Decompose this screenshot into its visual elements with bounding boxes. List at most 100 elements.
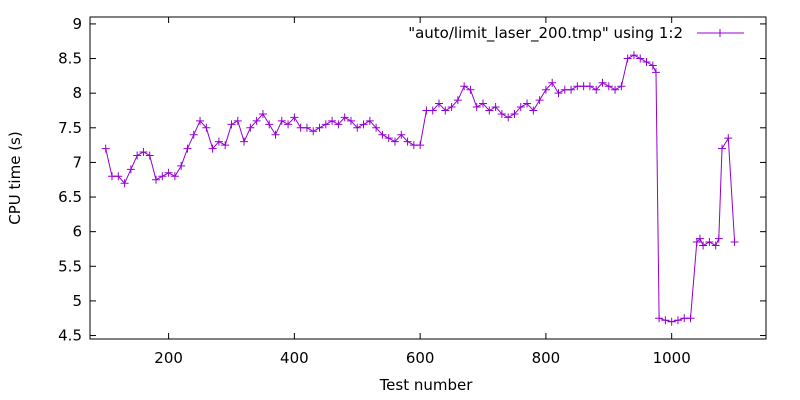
data-point-marker [479,99,488,108]
data-point-marker [183,144,192,153]
data-point-marker [170,172,179,181]
data-point-marker [139,148,148,157]
data-point-marker [695,234,704,243]
data-point-marker [133,151,142,160]
data-point-marker [359,120,368,129]
data-point-marker [673,316,682,325]
y-tick-label: 8.5 [58,50,82,68]
data-point-marker [453,96,462,105]
data-point-marker [466,85,475,94]
plot-frame [89,16,767,340]
data-point-marker [554,89,563,98]
data-point-marker [611,85,620,94]
data-point-marker [598,78,607,87]
data-point-marker [346,116,355,125]
y-axis: 4.5 5 5.5 6 6.5 7 7.5 8 8.5 9 [58,15,766,345]
data-point-marker [541,85,550,94]
series-line [105,54,736,323]
data-point-marker [516,103,525,112]
data-point-marker [636,54,645,63]
data-point-marker [714,234,723,243]
data-point-marker [365,116,374,125]
data-point-marker [629,51,638,60]
x-axis: 200 400 600 800 1000 [154,17,691,367]
data-point-marker [548,78,557,87]
data-point-marker [397,130,406,139]
legend-label: "auto/limit_laser_200.tmp" using 1:2 [408,24,683,43]
y-tick-label: 8 [72,84,82,102]
data-point-marker [535,96,544,105]
y-tick-label: 7 [72,153,82,171]
data-point-marker [340,113,349,122]
series-layer [101,51,739,326]
data-point-marker [227,120,236,129]
data-point-marker [390,137,399,146]
data-point-marker [435,99,444,108]
y-tick-label: 9 [72,15,82,33]
data-point-marker [290,113,299,122]
data-point-marker [617,82,626,91]
y-axis-label: CPU time (s) [6,131,24,224]
data-point-marker [189,130,198,139]
data-point-marker [101,144,110,153]
data-point-marker [246,123,255,132]
data-point-marker [284,120,293,129]
y-tick-label: 7.5 [58,119,82,137]
data-point-marker [372,123,381,132]
data-point-marker [648,61,657,70]
data-point-marker [416,141,425,150]
data-point-marker [711,241,720,250]
data-point-marker [252,116,261,125]
data-point-marker [378,130,387,139]
y-tick-label: 5.5 [58,257,82,275]
data-point-marker [265,120,274,129]
y-tick-label: 6 [72,223,82,241]
data-point-marker [221,141,230,150]
data-point-marker [120,179,129,188]
data-point-marker [667,317,676,326]
data-point-marker [158,172,167,181]
data-point-marker [114,172,123,181]
data-point-marker [240,137,249,146]
data-point-marker [315,123,324,132]
data-point-marker [353,123,362,132]
y-tick-label: 6.5 [58,188,82,206]
data-point-marker [321,120,330,129]
x-tick-label: 400 [280,349,309,367]
data-point-marker [447,103,456,112]
data-point-marker [202,123,211,132]
data-point-marker [258,109,267,118]
x-tick-label: 800 [532,349,561,367]
data-point-marker [271,130,280,139]
data-point-marker [441,106,450,115]
data-point-marker [328,116,337,125]
data-point-marker [403,137,412,146]
data-point-marker [428,106,437,115]
data-point-marker [384,134,393,143]
data-point-marker [497,109,506,118]
data-point-marker [567,85,576,94]
data-point-marker [642,58,651,67]
data-point-marker [504,113,513,122]
x-axis-label: Test number [379,376,474,394]
data-point-marker [196,116,205,125]
x-tick-label: 200 [154,349,183,367]
data-point-marker [686,314,695,323]
data-point-marker [164,168,173,177]
data-point-marker [152,175,161,184]
data-point-marker [302,123,311,132]
y-tick-label: 5 [72,292,82,310]
data-point-marker [661,316,670,325]
data-point-marker [233,116,242,125]
x-tick-label: 600 [406,349,435,367]
data-point-marker [214,137,223,146]
data-point-marker [334,120,343,129]
data-point-marker [730,238,739,247]
data-point-marker [592,85,601,94]
data-point-marker [724,134,733,143]
data-point-marker [651,68,660,77]
legend: "auto/limit_laser_200.tmp" using 1:2 [408,24,744,43]
x-tick-label: 1000 [653,349,691,367]
data-point-marker [460,82,469,91]
